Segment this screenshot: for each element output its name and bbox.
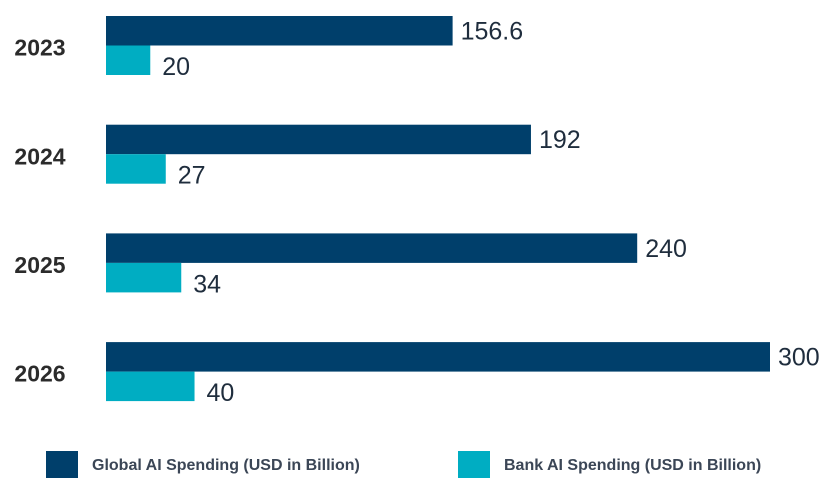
- value-label: 34: [193, 270, 221, 298]
- legend-label: Global AI Spending (USD in Billion): [92, 457, 360, 474]
- legend-swatch: [458, 451, 490, 478]
- value-label: 40: [207, 379, 235, 407]
- bar: [106, 124, 531, 155]
- y-tick-label: 2023: [14, 35, 65, 61]
- bar: [106, 371, 195, 402]
- value-label: 192: [539, 126, 581, 154]
- bar: [106, 342, 770, 372]
- bar: [106, 45, 151, 75]
- value-label: 20: [162, 53, 190, 81]
- bar: [106, 262, 182, 293]
- bar: [106, 16, 453, 46]
- legend-label: Bank AI Spending (USD in Billion): [504, 457, 761, 474]
- value-label: 156.6: [461, 17, 524, 45]
- value-label: 27: [178, 162, 206, 190]
- y-tick-label: 2025: [14, 252, 65, 278]
- value-label: 300: [778, 343, 820, 371]
- y-tick-label: 2024: [14, 143, 65, 169]
- y-tick-label: 2026: [14, 361, 65, 387]
- value-label: 240: [645, 235, 687, 263]
- legend-swatch: [46, 451, 78, 478]
- bar: [106, 154, 166, 184]
- bar: [106, 233, 638, 263]
